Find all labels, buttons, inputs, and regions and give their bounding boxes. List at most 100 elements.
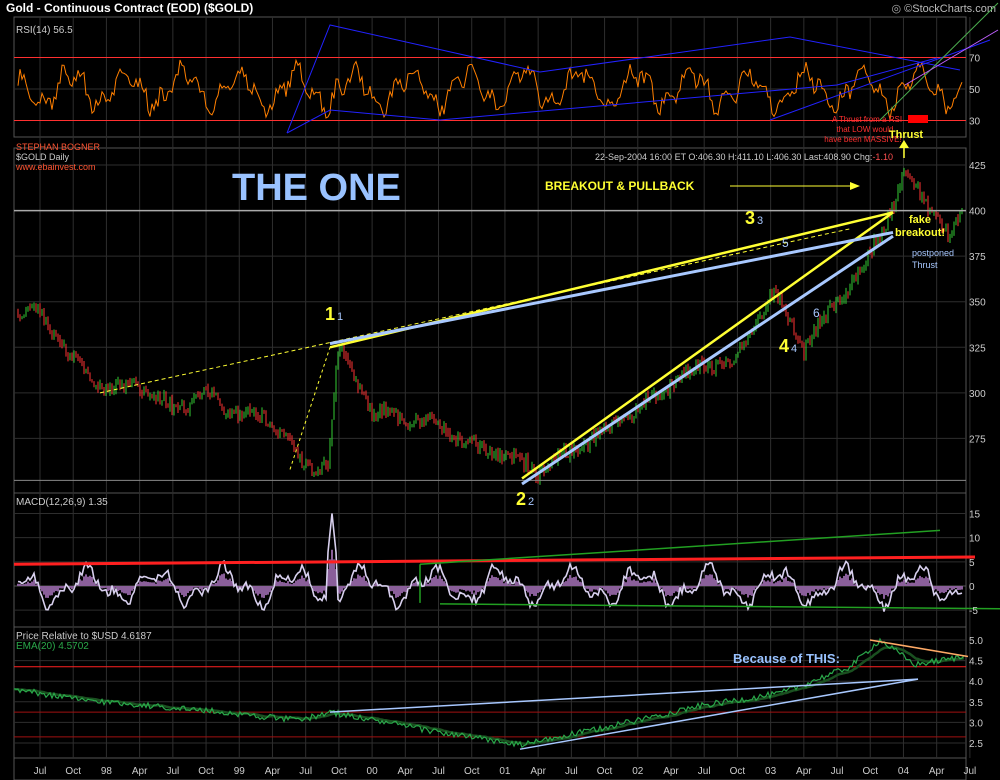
symbol-label: $GOLD Daily xyxy=(16,152,70,162)
macd-green-upper xyxy=(419,529,941,565)
x-tick-label: Jul xyxy=(34,766,47,777)
website-label: www.ebainvest.com xyxy=(15,162,96,172)
quote-date: 22-Sep-2004 16:00 xyxy=(595,152,675,162)
x-tick-label: Oct xyxy=(464,766,480,777)
wave-blue-1: 1 xyxy=(337,311,343,323)
ema-label: EMA(20) 4.5702 xyxy=(16,641,89,652)
macd-tick-label: 5 xyxy=(969,558,975,569)
rel-trend-lower xyxy=(519,678,919,750)
quote-last: Last:408.90 xyxy=(801,152,851,162)
wave-yellow-4: 4 xyxy=(779,336,789,356)
price-dashed-trend xyxy=(99,228,851,394)
because-note-label: Because of THIS: xyxy=(733,651,840,666)
wave-blue-2: 2 xyxy=(528,496,534,508)
price-tick-label: 400 xyxy=(969,207,986,218)
x-tick-label: Oct xyxy=(198,766,214,777)
x-tick-label: 01 xyxy=(499,766,511,777)
price-tick-label: 350 xyxy=(969,298,986,309)
rel-tick-label: 4.0 xyxy=(969,677,983,688)
quote-line: 22-Sep-2004 16:00 ET O:406.30 H:411.10 L… xyxy=(595,152,893,162)
wave-yellow-1: 1 xyxy=(325,304,335,324)
postponed-line: Thrust xyxy=(912,260,938,270)
rsi-note-line: have been MASSIVE! xyxy=(824,135,901,144)
x-tick-label: Oct xyxy=(597,766,613,777)
rsi-trend-upper xyxy=(286,24,961,134)
rsi-panel-frame xyxy=(13,16,967,138)
macd-label: MACD(12,26,9) 1.35 xyxy=(16,497,108,508)
wave-blue-4: 4 xyxy=(791,343,797,355)
wave-blue-3: 3 xyxy=(757,215,763,227)
x-tick-label: Apr xyxy=(132,766,148,777)
rel-trend-upper xyxy=(329,678,919,713)
macd-histogram xyxy=(17,549,963,599)
rsi-tick-label: 50 xyxy=(969,85,981,96)
rel-label: Price Relative to $USD 4.6187 xyxy=(16,631,152,642)
chart-title: Gold - Continuous Contract (EOD) ($GOLD) xyxy=(6,1,254,15)
quote-tz: ET xyxy=(675,152,687,162)
x-tick-label: Apr xyxy=(929,766,945,777)
x-tick-label: Jul xyxy=(698,766,711,777)
quote-high: H:411.10 xyxy=(725,152,763,162)
author-label: STEPHAN BOGNER xyxy=(16,142,101,152)
quote-chg-label: Chg: xyxy=(851,152,873,162)
wave-yellow-3: 3 xyxy=(745,208,755,228)
x-tick-label: Jul xyxy=(432,766,445,777)
x-tick-label: 03 xyxy=(765,766,777,777)
macd-tick-label: 0 xyxy=(969,582,975,593)
x-tick-label: Jul xyxy=(299,766,312,777)
macd-tick-label: -5 xyxy=(969,606,978,617)
x-tick-label: 04 xyxy=(898,766,910,777)
rsi-line xyxy=(17,58,963,120)
xaxis-panel-frame xyxy=(13,757,967,780)
breakout-label: BREAKOUT & PULLBACK xyxy=(545,179,695,193)
price-panel-frame xyxy=(13,147,967,494)
postponed-line: postponed xyxy=(912,248,954,258)
rel-tick-label: 3.0 xyxy=(969,718,983,729)
rel-trend-orange xyxy=(869,639,969,658)
x-tick-label: Jul xyxy=(963,766,976,777)
wave-blue-5: 5 xyxy=(782,236,789,250)
price-blue-lower xyxy=(521,234,894,486)
x-tick-label: Oct xyxy=(730,766,746,777)
price-bars xyxy=(17,167,963,485)
wave-blue-6: 6 xyxy=(813,306,820,320)
x-tick-label: 00 xyxy=(367,766,379,777)
macd-red-resistance xyxy=(13,555,976,566)
rel-tick-label: 3.5 xyxy=(969,698,983,709)
quote-low: L:406.30 xyxy=(764,152,802,162)
x-tick-label: Jul xyxy=(166,766,179,777)
price-tick-label: 275 xyxy=(969,434,986,445)
x-tick-label: 99 xyxy=(234,766,246,777)
price-tick-label: 325 xyxy=(969,343,986,354)
rsi-purple-trend xyxy=(904,29,999,86)
x-tick-label: Apr xyxy=(796,766,812,777)
rel-ema-line xyxy=(14,646,965,746)
x-tick-label: Oct xyxy=(862,766,878,777)
brand-credit: ◎ ©StockCharts.com xyxy=(891,2,996,15)
rsi-tick-label: 30 xyxy=(969,117,981,128)
rsi-label: RSI(14) 56.5 xyxy=(16,25,73,36)
brand-text: ©StockCharts.com xyxy=(904,3,996,15)
rel-tick-label: 2.5 xyxy=(969,739,983,750)
x-tick-label: 02 xyxy=(632,766,644,777)
x-tick-label: Oct xyxy=(65,766,81,777)
wave-yellow-2: 2 xyxy=(516,489,526,509)
x-tick-label: Apr xyxy=(398,766,414,777)
rsi-trend-lower xyxy=(286,57,937,134)
rsi-note-line: A Thrust from a RSI xyxy=(832,115,902,124)
price-blue-upper xyxy=(329,230,894,346)
thrust-label: Thrust xyxy=(889,129,924,141)
rsi-thrust-marker xyxy=(908,115,928,123)
rsi-tick-label: 70 xyxy=(969,54,981,65)
x-tick-label: Oct xyxy=(331,766,347,777)
rsi-note-line: that LOW would xyxy=(837,125,894,134)
rsi-trend-mid xyxy=(769,39,991,121)
price-tick-label: 375 xyxy=(969,252,986,263)
macd-green-lower xyxy=(439,603,1000,610)
quote-open: O:406.30 xyxy=(686,152,726,162)
fake-breakout-line: breakout! xyxy=(895,227,945,239)
headline-label: THE ONE xyxy=(232,167,401,209)
macd-tick-label: 15 xyxy=(969,510,981,521)
price-yellow-lower xyxy=(521,211,894,480)
